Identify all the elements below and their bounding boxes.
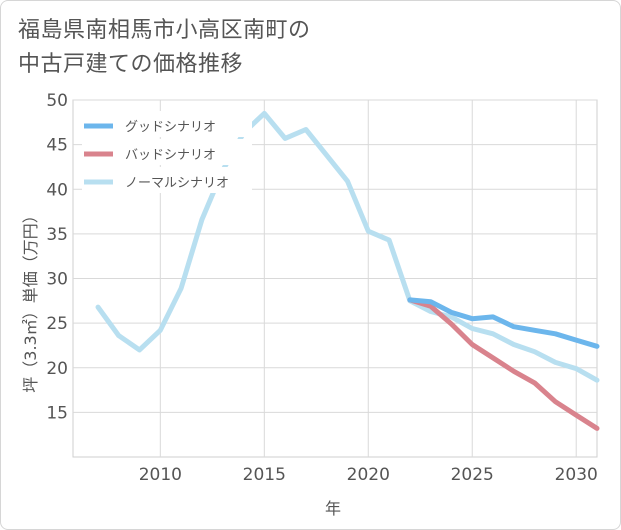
y-tick-label: 20 [46, 359, 68, 379]
chart-title: 福島県南相馬市小高区南町の 中古戸建ての価格推移 [18, 14, 311, 82]
x-tick-label: 2010 [139, 465, 182, 485]
legend-label: ノーマルシナリオ [125, 176, 229, 191]
y-tick-label: 45 [46, 136, 68, 156]
series-line-2 [95, 110, 600, 383]
y-tick-label: 30 [46, 270, 68, 290]
chart-title-line-2: 中古戸建ての価格推移 [18, 52, 244, 77]
x-tick-label: 2030 [555, 465, 598, 485]
series-line-1 [407, 297, 600, 431]
y-tick-label: 15 [46, 403, 68, 423]
x-axis-title: 年 [325, 499, 341, 518]
series-line-0 [407, 297, 600, 349]
y-tick-label: 50 [46, 91, 68, 111]
y-axis-title: 坪（3.3㎡）単価（万円） [21, 207, 40, 392]
legend-label: バッドシナリオ [125, 148, 216, 163]
x-tick-label: 2020 [347, 465, 390, 485]
y-tick-label: 35 [46, 225, 68, 245]
legend-label: グッドシナリオ [125, 120, 216, 135]
x-tick-label: 2015 [243, 465, 286, 485]
y-tick-label: 40 [46, 180, 68, 200]
series-lines [95, 110, 600, 431]
x-tick-label: 2025 [451, 465, 494, 485]
y-tick-label: 25 [46, 314, 68, 334]
chart-title-line-1: 福島県南相馬市小高区南町の [18, 18, 311, 43]
